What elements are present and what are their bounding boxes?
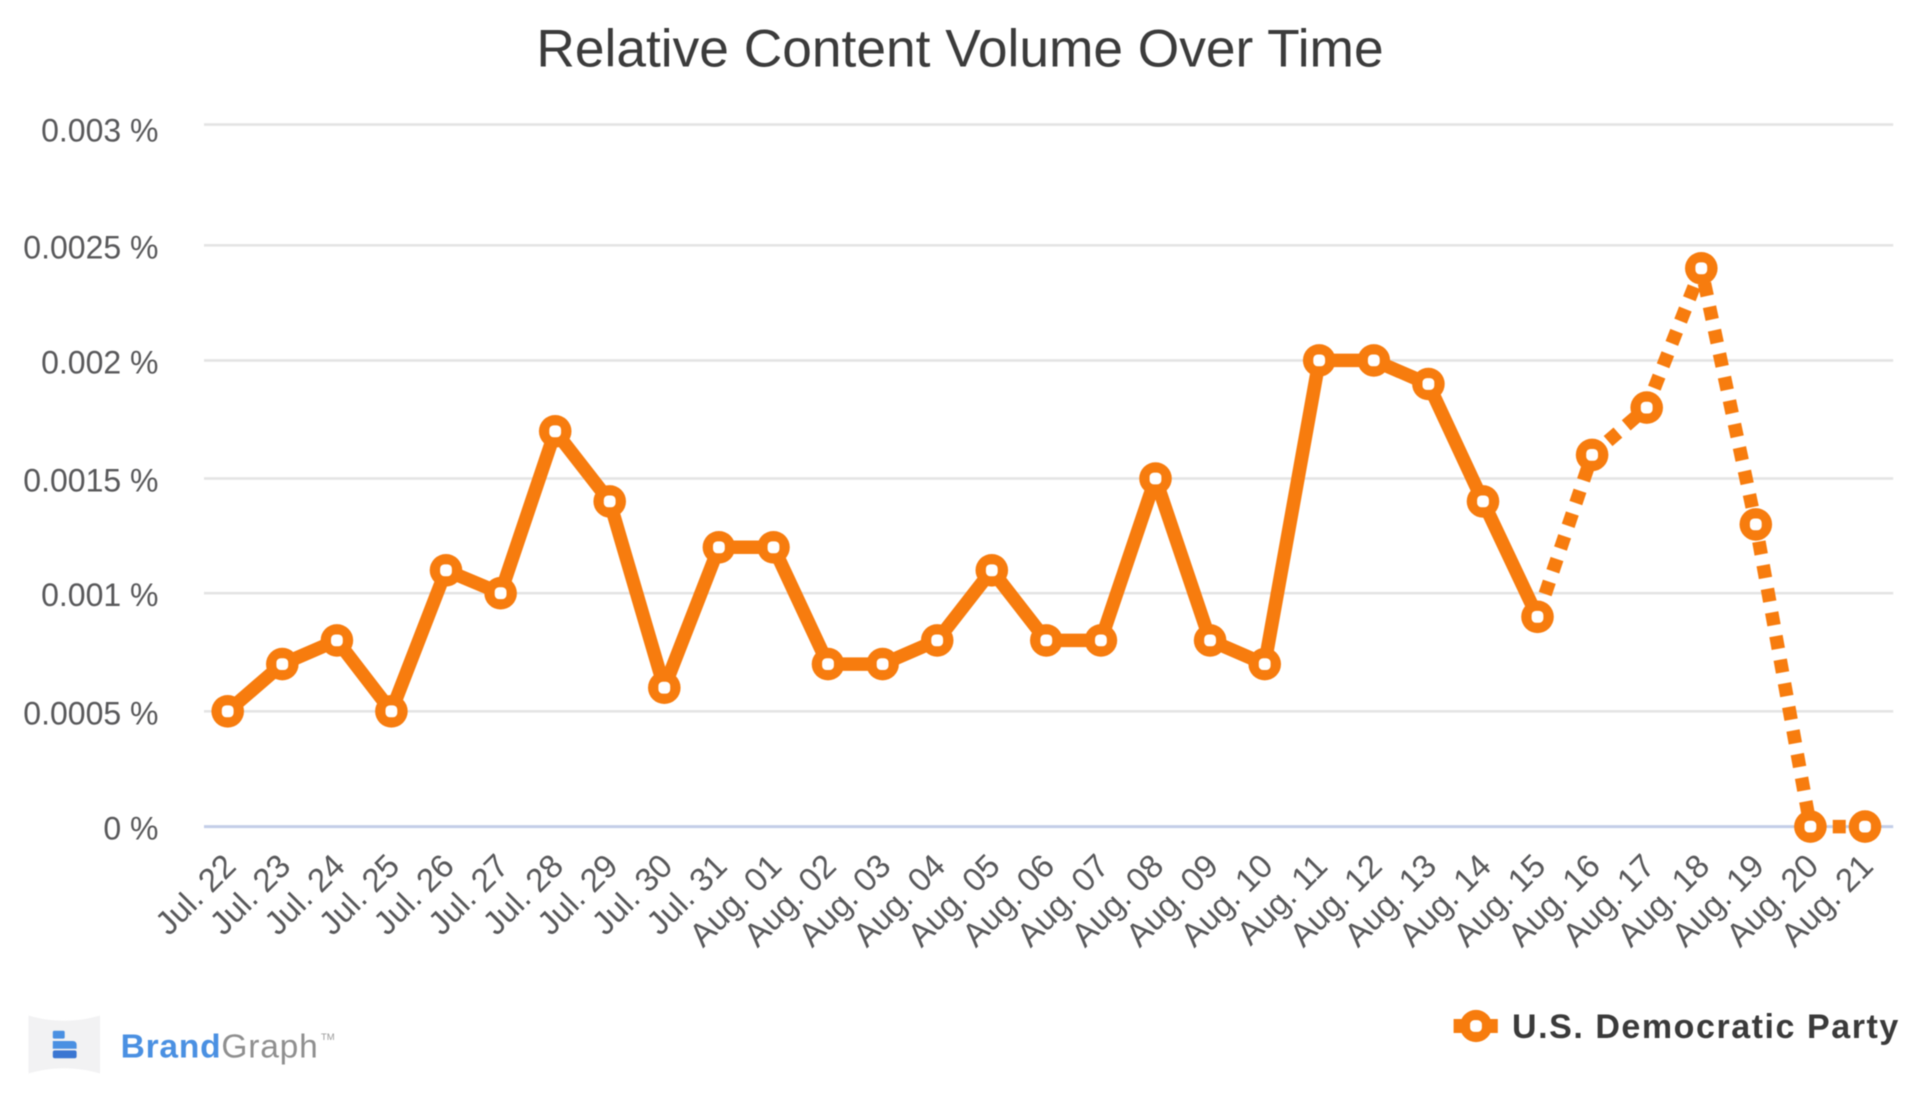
svg-text:0 %: 0 % <box>103 811 158 847</box>
svg-text:0.0025 %: 0.0025 % <box>23 229 158 265</box>
svg-text:0.002 %: 0.002 % <box>41 344 158 380</box>
svg-text:Relative Content Volume Over T: Relative Content Volume Over Time <box>536 20 1383 79</box>
svg-text:0.0005 %: 0.0005 % <box>23 695 158 731</box>
svg-text:0.0015 %: 0.0015 % <box>23 463 158 499</box>
svg-text:BrandGraph: BrandGraph <box>121 1029 319 1066</box>
svg-text:TM: TM <box>321 1032 335 1043</box>
svg-text:0.003 %: 0.003 % <box>41 113 158 149</box>
svg-text:0.001 %: 0.001 % <box>41 577 158 613</box>
svg-text:U.S. Democratic Party: U.S. Democratic Party <box>1512 1008 1900 1046</box>
